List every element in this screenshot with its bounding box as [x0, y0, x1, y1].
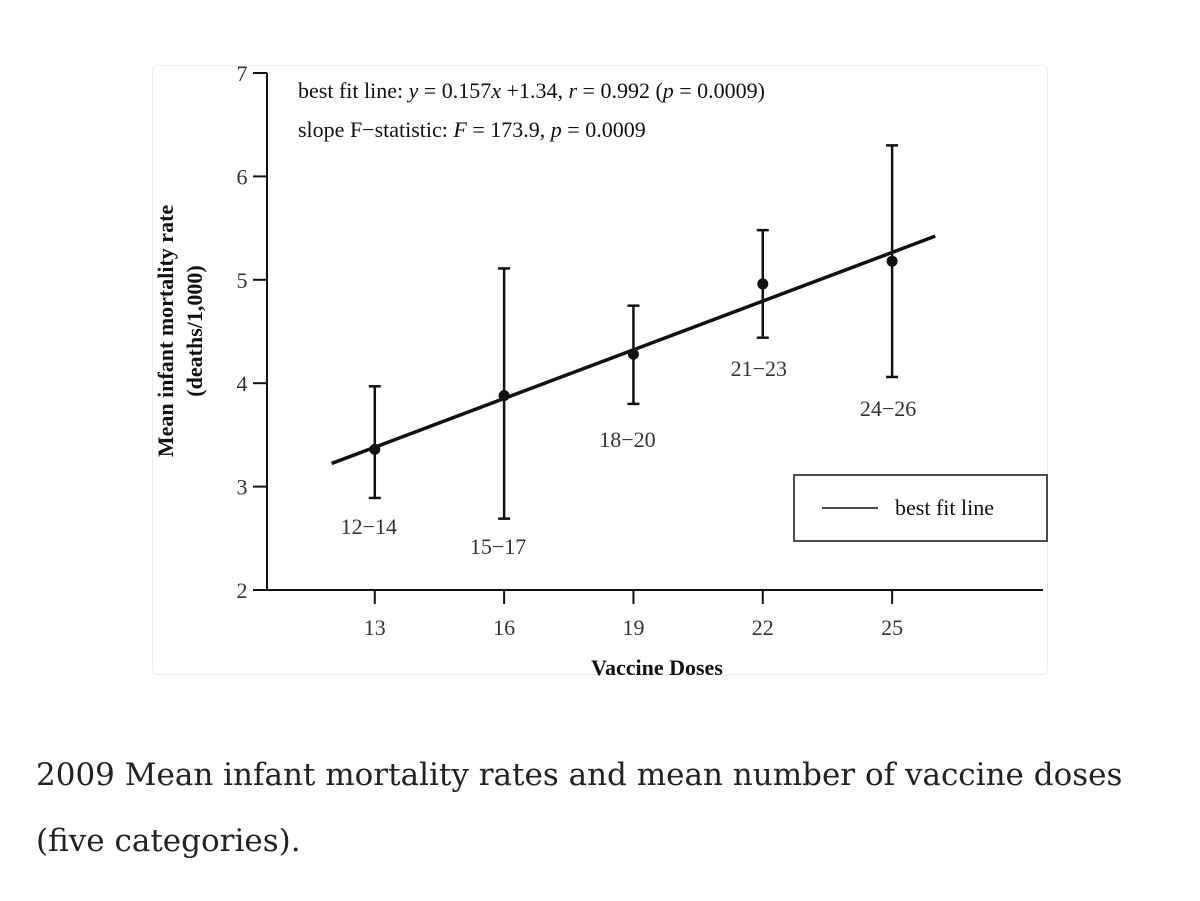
data-point-group: 15−17 — [470, 267, 526, 559]
y-tick-label: 7 — [237, 66, 248, 86]
x-tick-label: 25 — [881, 615, 903, 640]
y-tick-label: 6 — [237, 164, 248, 189]
category-label: 15−17 — [470, 534, 526, 559]
data-point — [886, 255, 898, 267]
x-axis-title: Vaccine Doses — [591, 655, 723, 676]
y-axis-title-line1: Mean infant mortality rate — [153, 205, 178, 458]
y-tick-label: 2 — [237, 578, 248, 603]
legend-label: best fit line — [895, 495, 994, 520]
category-label: 21−23 — [731, 356, 787, 381]
chart-frame: 2 3 4 5 6 7 13 16 19 22 25 Mean infant mortality … — [152, 65, 1048, 676]
y-ticks: 2 3 4 5 6 7 — [237, 66, 267, 603]
y-tick-label: 3 — [237, 475, 248, 500]
data-point — [757, 278, 769, 290]
fit-equation-annotation: best fit line: y = 0.157x +1.34, r = 0.9… — [298, 78, 765, 103]
x-tick-label: 22 — [752, 615, 774, 640]
data-point — [498, 390, 510, 402]
y-tick-label: 5 — [237, 268, 248, 293]
y-tick-label: 4 — [237, 371, 248, 396]
figure-caption: 2009 Mean infant mortality rates and mea… — [36, 757, 1123, 859]
x-ticks: 13 16 19 22 25 — [364, 590, 903, 640]
chart: 2 3 4 5 6 7 13 16 19 22 25 Mean infant mortality … — [153, 66, 1048, 676]
data-points: 12−14 15−17 18−20 21−23 24−26 — [341, 144, 916, 559]
legend: best fit line — [793, 474, 1048, 542]
data-point — [369, 443, 381, 455]
x-tick-label: 16 — [493, 615, 515, 640]
data-point-group: 21−23 — [731, 228, 787, 381]
x-tick-label: 13 — [364, 615, 386, 640]
data-point — [627, 348, 639, 360]
category-label: 24−26 — [860, 396, 916, 421]
data-point-group: 12−14 — [341, 385, 397, 539]
category-label: 12−14 — [341, 514, 397, 539]
f-statistic-annotation: slope F−statistic: F = 173.9, p = 0.0009 — [298, 117, 646, 142]
x-tick-label: 19 — [622, 615, 644, 640]
data-point-group: 24−26 — [860, 144, 916, 421]
y-axis-title-line2: (deaths/1,000) — [182, 265, 207, 396]
category-label: 18−20 — [599, 427, 655, 452]
data-point-group: 18−20 — [599, 304, 656, 452]
